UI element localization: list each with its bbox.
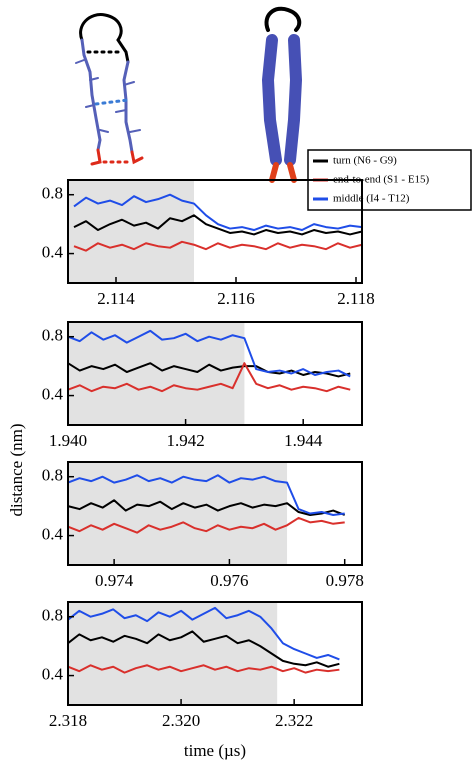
x-tick-label: 1.940 bbox=[49, 431, 87, 450]
x-tick-label: 2.320 bbox=[162, 711, 200, 730]
plot-frame bbox=[67, 601, 363, 706]
y-tick-label: 0.8 bbox=[42, 466, 63, 485]
y-axis-label: distance (nm) bbox=[7, 424, 26, 517]
series-line bbox=[67, 516, 345, 534]
hairpin-cartoon bbox=[75, 13, 144, 166]
shaded-region bbox=[68, 180, 194, 283]
x-tick-label: 1.944 bbox=[284, 431, 323, 450]
x-tick-label: 2.114 bbox=[97, 289, 135, 308]
plot-frame bbox=[67, 461, 363, 566]
ribbon-cartoon bbox=[261, 6, 303, 183]
series-line bbox=[67, 362, 351, 378]
y-tick-label: 0.8 bbox=[42, 326, 63, 345]
plot-frame bbox=[67, 179, 363, 284]
y-tick-label: 0.8 bbox=[42, 184, 63, 203]
y-tick-label: 0.4 bbox=[42, 524, 64, 543]
x-tick-label: 1.942 bbox=[166, 431, 204, 450]
x-tick-label: 2.322 bbox=[275, 711, 313, 730]
x-tick-label: 0.978 bbox=[326, 571, 364, 590]
series-line bbox=[67, 606, 340, 661]
series-line bbox=[73, 240, 363, 252]
x-tick-label: 2.118 bbox=[337, 289, 375, 308]
series-line bbox=[73, 214, 363, 236]
legend-label: middle (I4 - T12) bbox=[333, 193, 410, 205]
x-tick-label: 0.976 bbox=[210, 571, 248, 590]
legend-label: end-to-end (S1 - E15) bbox=[333, 174, 430, 186]
legend-label: turn (N6 - G9) bbox=[333, 155, 397, 167]
series-line bbox=[67, 474, 345, 516]
series-line bbox=[73, 193, 363, 232]
shaded-region bbox=[68, 322, 245, 425]
series-line bbox=[67, 499, 346, 516]
x-tick-label: 2.116 bbox=[217, 289, 255, 308]
y-tick-label: 0.4 bbox=[42, 384, 64, 403]
x-tick-label: 2.318 bbox=[49, 711, 87, 730]
shaded-region bbox=[68, 602, 278, 705]
y-tick-label: 0.8 bbox=[42, 606, 63, 625]
y-tick-label: 0.4 bbox=[42, 242, 64, 261]
x-axis-label: time (µs) bbox=[184, 741, 246, 760]
series-line bbox=[67, 362, 351, 393]
series-line bbox=[67, 664, 340, 674]
x-tick-label: 0.974 bbox=[95, 571, 134, 590]
series-line bbox=[67, 329, 351, 378]
plot-frame bbox=[67, 321, 363, 426]
series-line bbox=[67, 630, 340, 668]
y-tick-label: 0.4 bbox=[42, 664, 64, 683]
